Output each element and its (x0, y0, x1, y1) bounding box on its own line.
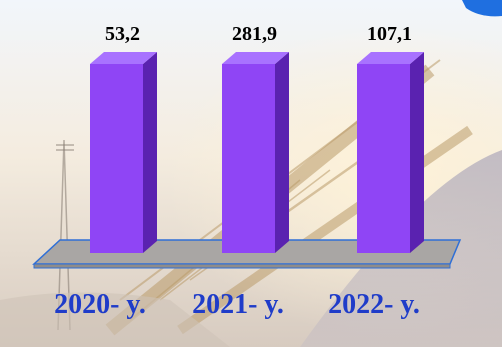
bar-front (90, 64, 143, 253)
value-label-2: 107,1 (367, 23, 412, 45)
bar-0 (90, 52, 157, 253)
bar-front (357, 64, 410, 253)
bar-side (410, 52, 424, 253)
category-label-2022: 2022- y. (328, 289, 420, 320)
value-labels: 53,2 281,9 107,1 (105, 23, 412, 45)
category-labels: 2020- y. 2021- y. 2022- y. (54, 289, 420, 320)
bar-top (357, 52, 424, 64)
bar-2 (357, 52, 424, 253)
bar-top (90, 52, 157, 64)
category-label-2021: 2021- y. (192, 289, 284, 320)
bar-side (275, 52, 289, 253)
bar-side (143, 52, 157, 253)
value-label-1: 281,9 (232, 23, 277, 45)
bar-top (222, 52, 289, 64)
bars (90, 52, 424, 253)
bar-1 (222, 52, 289, 253)
bar-front (222, 64, 275, 253)
category-label-2020: 2020- y. (54, 289, 146, 320)
value-label-0: 53,2 (105, 23, 140, 45)
